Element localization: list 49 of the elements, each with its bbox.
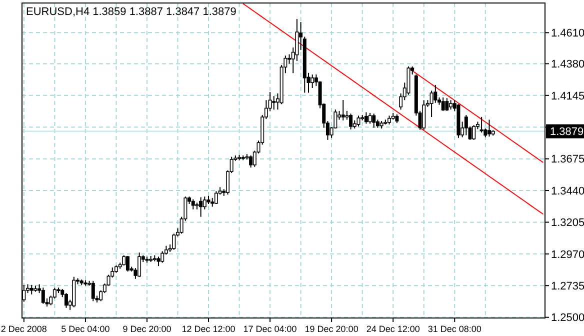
candlestick [91, 280, 95, 302]
y-tick-label: 1.2735 [551, 280, 584, 292]
candlestick [445, 98, 449, 112]
x-tick-label: 17 Dec 04:00 [243, 324, 297, 334]
x-tick-label: 19 Dec 20:00 [304, 324, 358, 334]
y-tick-label: 1.4610 [551, 28, 584, 40]
candlestick [249, 154, 253, 168]
y-tick-label: 1.4380 [551, 58, 584, 71]
candlestick [487, 119, 491, 138]
candlestick [214, 190, 218, 205]
candlestick [272, 96, 276, 110]
candlestick [449, 100, 453, 110]
x-tick-label: 24 Dec 12:00 [366, 324, 420, 334]
y-tick-label: 1.3440 [551, 185, 584, 198]
candlestick [364, 112, 368, 124]
x-tick-label: 12 Dec 12:00 [182, 324, 236, 334]
candlestick [368, 112, 372, 124]
candlestick [41, 287, 45, 304]
y-tick-label: 1.2500 [551, 312, 584, 324]
candlestick [480, 116, 484, 134]
candlestick [349, 113, 353, 130]
candlestick [156, 256, 160, 267]
y-tick-label: 1.4145 [551, 90, 584, 102]
candlestick [356, 115, 360, 127]
candlestick [422, 100, 426, 130]
chart-title: EURUSD,H4 1.3859 1.3887 1.3847 1.3879 [26, 6, 236, 18]
candlestick [310, 74, 314, 88]
candlestick [30, 284, 34, 295]
candlestick [464, 114, 468, 136]
x-tick-label: 2 Dec 2008 [0, 324, 47, 334]
candlestick [288, 54, 292, 64]
candlestick [191, 198, 195, 210]
x-tick-label: 31 Dec 08:00 [428, 324, 482, 334]
y-tick-label: 1.3675 [551, 154, 584, 166]
candlestick [372, 113, 376, 128]
candlestick [126, 255, 130, 272]
y-tick-label: 1.3205 [551, 217, 584, 230]
x-tick-label: 5 Dec 04:00 [61, 324, 110, 334]
candlestick [441, 96, 445, 112]
ref-line-label: 1.3879 [550, 126, 584, 138]
line-series [242, 3, 544, 215]
line-series [408, 68, 544, 163]
candlestick [341, 99, 345, 121]
y-tick-label: 1.2970 [551, 248, 584, 261]
candlestick [199, 196, 203, 218]
candlestick [138, 252, 142, 278]
candlestick [472, 124, 476, 140]
x-tick-label: 9 Dec 20:00 [122, 324, 172, 334]
candlestick [64, 292, 68, 308]
